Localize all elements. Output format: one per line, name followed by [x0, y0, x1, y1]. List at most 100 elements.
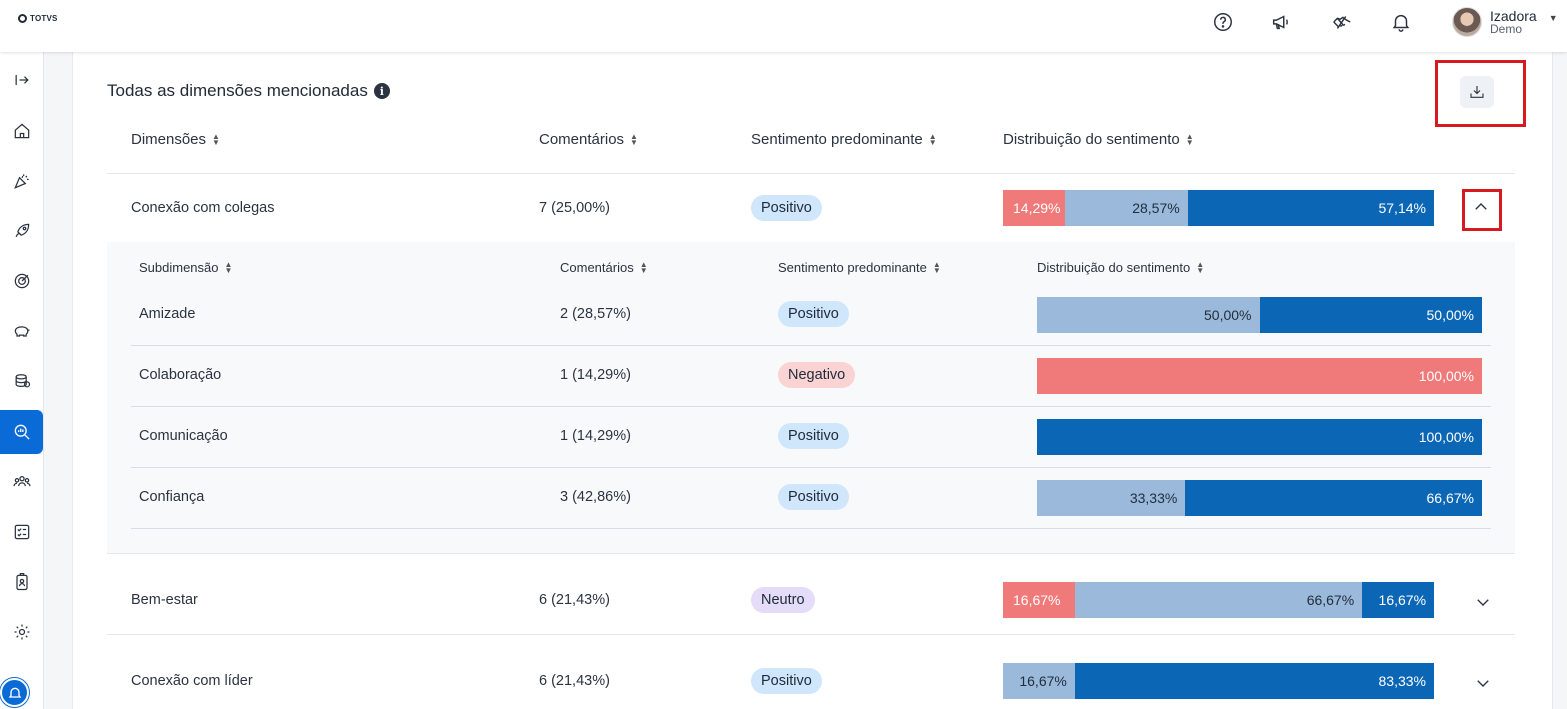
subheader-distribuicao[interactable]: Distribuição do sentimento ▲ ▼ — [1037, 259, 1205, 275]
sidebar-checklist-icon[interactable] — [0, 510, 43, 554]
subheader-comentarios[interactable]: Comentários ▲ ▼ — [560, 259, 648, 275]
sentiment-badge: Positivo — [778, 484, 849, 510]
download-icon — [1470, 86, 1484, 98]
divider — [131, 345, 1491, 346]
header-sentimento[interactable]: Sentimento predominante ▲ ▼ — [751, 131, 937, 148]
divider — [131, 528, 1491, 529]
distribution-bar: 50,00% 50,00% — [1037, 297, 1482, 333]
segment-neutral: 50,00% — [1037, 297, 1260, 333]
divider — [131, 467, 1491, 468]
user-name: Izadora — [1490, 7, 1537, 24]
sidebar-party-icon[interactable] — [0, 159, 43, 203]
sidebar — [0, 52, 44, 709]
sort-icon[interactable]: ▲ ▼ — [639, 259, 648, 275]
notification-bubble-icon[interactable] — [0, 678, 29, 707]
segment-positive: 66,67% — [1185, 480, 1482, 516]
top-bar: TOTVS Izadora Demo ▼ — [0, 0, 1567, 52]
subrow-name: Amizade — [139, 306, 196, 322]
user-menu[interactable]: Izadora Demo ▼ — [1452, 7, 1558, 37]
sort-icon[interactable]: ▲ ▼ — [928, 131, 937, 147]
subrow-name: Confiança — [139, 489, 205, 505]
header-dimensoes[interactable]: Dimensões ▲ ▼ — [131, 131, 220, 148]
subrow-name: Colaboração — [139, 367, 222, 383]
segment-positive: 57,14% — [1187, 190, 1434, 226]
sort-icon[interactable]: ▲ ▼ — [1196, 259, 1205, 275]
sidebar-rocket-icon[interactable] — [0, 209, 43, 253]
logo-text: TOTVS — [30, 14, 58, 23]
sidebar-piggy-bank-icon[interactable] — [0, 309, 43, 353]
distribution-bar: 100,00% — [1037, 419, 1482, 455]
subrow-comments: 3 (42,86%) — [560, 489, 631, 505]
row-name: Bem-estar — [131, 592, 198, 608]
row-comments: 7 (25,00%) — [539, 200, 610, 216]
distribution-bar: 14,29% 28,57% 57,14% — [1003, 190, 1434, 226]
user-role: Demo — [1490, 21, 1523, 36]
distribution-bar: 16,67% 66,67% 16,67% — [1003, 582, 1435, 618]
sidebar-target-icon[interactable] — [0, 259, 43, 303]
subrow-comments: 2 (28,57%) — [560, 306, 631, 322]
sidebar-expand-icon[interactable] — [0, 58, 43, 102]
bell-icon[interactable] — [1389, 10, 1413, 34]
avatar[interactable] — [1452, 7, 1482, 37]
expand-chevron-down-icon[interactable] — [1471, 671, 1495, 695]
section-title-text: Todas as dimensões mencionadas — [107, 81, 368, 100]
sentiment-badge: Positivo — [751, 195, 822, 221]
segment-neutral: 28,57% — [1064, 190, 1188, 226]
subheader-subdimensao[interactable]: Subdimensão ▲ ▼ — [139, 259, 233, 275]
caret-down-icon[interactable]: ▼ — [1548, 13, 1558, 23]
row-name: Conexão com líder — [131, 673, 253, 689]
header-comentarios[interactable]: Comentários ▲ ▼ — [539, 131, 638, 148]
sort-icon[interactable]: ▲ ▼ — [1185, 131, 1194, 147]
sort-icon[interactable]: ▲ ▼ — [212, 131, 220, 147]
subrow-comments: 1 (14,29%) — [560, 367, 631, 383]
divider — [107, 553, 1515, 554]
collapse-chevron-up-icon[interactable] — [1469, 195, 1493, 219]
distribution-bar: 100,00% — [1037, 358, 1482, 394]
sidebar-people-icon[interactable] — [0, 460, 43, 504]
sort-icon[interactable]: ▲ ▼ — [630, 131, 638, 147]
dimensions-card: Todas as dimensões mencionadas i Dimensõ… — [72, 52, 1553, 709]
divider — [107, 634, 1515, 635]
segment-neutral: 66,67% — [1074, 582, 1363, 618]
sentiment-badge: Positivo — [751, 668, 822, 694]
totvs-logo[interactable]: TOTVS — [18, 14, 58, 23]
sidebar-analytics-search-icon[interactable] — [0, 410, 43, 454]
row-name: Conexão com colegas — [131, 200, 275, 216]
sentiment-badge: Negativo — [778, 362, 856, 388]
distribution-bar: 16,67% 83,33% — [1003, 663, 1434, 699]
expand-chevron-down-icon[interactable] — [1471, 590, 1495, 614]
sidebar-home-icon[interactable] — [0, 109, 43, 153]
subrow-comments: 1 (14,29%) — [560, 428, 631, 444]
segment-positive: 50,00% — [1259, 297, 1482, 333]
sentiment-badge: Positivo — [778, 301, 849, 327]
header-distribuicao[interactable]: Distribuição do sentimento ▲ ▼ — [1003, 131, 1194, 148]
sentiment-badge: Neutro — [751, 587, 815, 613]
megaphone-icon[interactable] — [1269, 10, 1293, 34]
sort-icon[interactable]: ▲ ▼ — [224, 259, 233, 275]
segment-positive: 16,67% — [1362, 582, 1435, 618]
section-title: Todas as dimensões mencionadas i — [107, 81, 390, 101]
segment-negative: 16,67% — [1003, 582, 1075, 618]
sort-icon[interactable]: ▲ ▼ — [932, 259, 941, 275]
segment-negative: 14,29% — [1003, 190, 1065, 226]
sidebar-badge-icon[interactable] — [0, 560, 43, 604]
download-button[interactable] — [1460, 76, 1494, 108]
segment-neutral: 16,67% — [1003, 663, 1075, 699]
sidebar-gear-icon[interactable] — [0, 610, 43, 654]
subrow-name: Comunicação — [139, 428, 228, 444]
sidebar-coins-icon[interactable] — [0, 359, 43, 403]
logo-mark-icon — [18, 14, 27, 23]
handshake-icon[interactable] — [1330, 10, 1354, 34]
segment-positive: 100,00% — [1037, 419, 1482, 455]
row-comments: 6 (21,43%) — [539, 673, 610, 689]
sentiment-badge: Positivo — [778, 423, 849, 449]
row-comments: 6 (21,43%) — [539, 592, 610, 608]
subheader-sentimento[interactable]: Sentimento predominante ▲ ▼ — [778, 259, 941, 275]
divider — [107, 173, 1515, 174]
segment-positive: 83,33% — [1074, 663, 1434, 699]
segment-neutral: 33,33% — [1037, 480, 1186, 516]
distribution-bar: 33,33% 66,67% — [1037, 480, 1482, 516]
info-icon[interactable]: i — [373, 83, 390, 99]
help-icon[interactable] — [1211, 10, 1235, 34]
divider — [131, 406, 1491, 407]
